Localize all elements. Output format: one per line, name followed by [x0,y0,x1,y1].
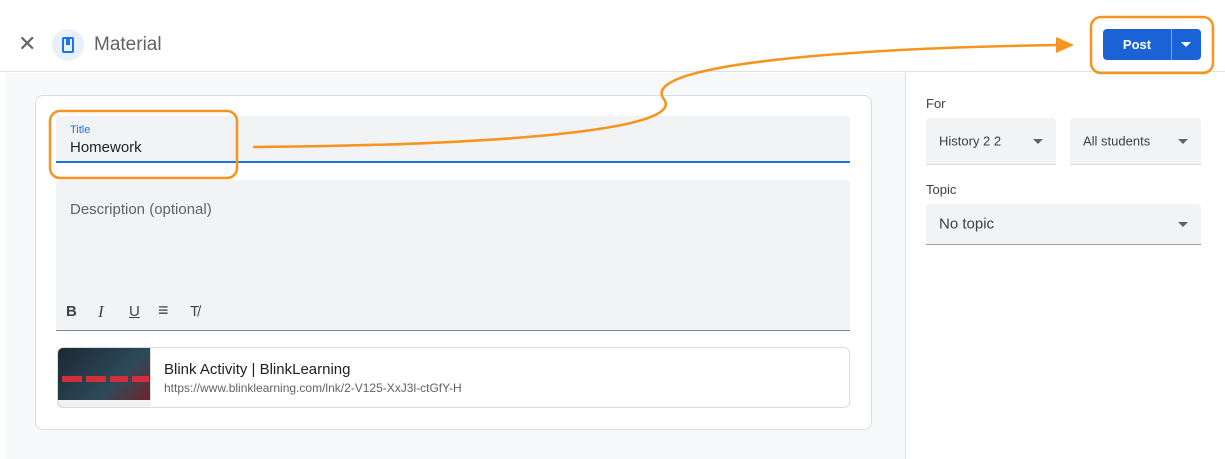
link-title[interactable]: Blink Activity | BlinkLearning [164,361,351,378]
bold-button[interactable]: B [66,303,77,320]
italic-button[interactable]: I [98,302,104,321]
close-icon[interactable]: ✕ [18,31,37,56]
annotation-box-post [1089,15,1215,75]
description-input[interactable] [56,180,850,331]
post-button-group: Post [1103,29,1201,60]
class-select[interactable]: History 2 2 [926,118,1056,165]
topic-label: Topic [926,182,957,197]
clear-formatting-button[interactable]: T̸ [190,303,200,320]
dropdown-arrow-icon [1178,139,1188,144]
dropdown-arrow-icon [1033,139,1043,144]
link-thumbnail [58,348,151,407]
post-button[interactable]: Post [1122,37,1152,52]
dropdown-arrow-icon [1178,222,1188,227]
link-attachment[interactable] [57,347,850,408]
underline-button[interactable]: U [129,303,140,320]
bulleted-list-button[interactable]: ≡ [158,300,169,320]
students-value: All students [1083,133,1151,149]
title-label: Title [70,124,91,136]
link-url: https://www.blinklearning.com/lnk/2-V125… [164,381,462,395]
arrowhead-icon [1056,37,1074,53]
topic-select[interactable]: No topic [926,204,1201,245]
divider [1171,29,1172,60]
divider [905,73,906,459]
page-title: Material [94,34,162,55]
annotation-box-title [48,109,239,180]
title-value[interactable]: Homework [70,139,142,156]
topic-value: No topic [939,215,995,233]
for-label: For [926,96,946,111]
description-placeholder: Description (optional) [70,201,212,218]
title-input[interactable] [56,116,850,163]
annotation-arrow [252,43,1059,149]
class-value: History 2 2 [939,133,1002,149]
header [0,0,1225,72]
students-select[interactable]: All students [1070,118,1201,165]
chevron-down-icon[interactable] [1181,42,1191,47]
bookmark-icon [52,29,84,61]
